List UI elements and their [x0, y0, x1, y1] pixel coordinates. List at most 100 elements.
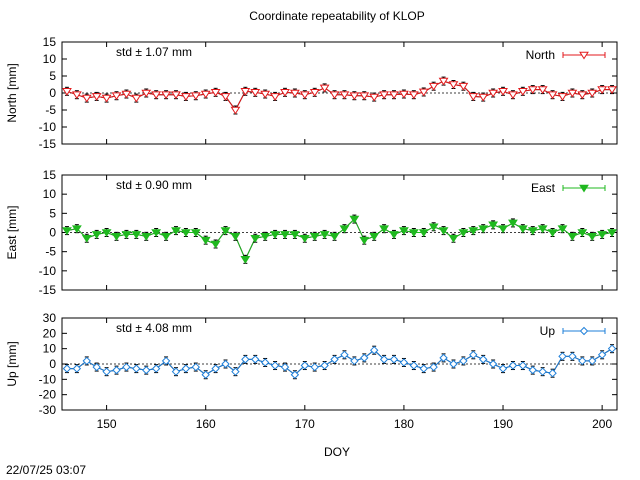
- data-point: [190, 92, 201, 101]
- y-axis-label: Up [mm]: [5, 341, 19, 386]
- data-point: [300, 361, 310, 370]
- data-point: [360, 353, 369, 363]
- data-point: [181, 364, 191, 373]
- y-tick-label: -15: [39, 283, 57, 297]
- data-point: [349, 215, 360, 224]
- data-point: [508, 91, 518, 100]
- data-point: [210, 240, 221, 249]
- data-point: [111, 233, 122, 241]
- data-point: [597, 231, 608, 239]
- legend: East: [531, 181, 606, 195]
- data-point: [230, 233, 241, 241]
- data-point: [567, 233, 578, 241]
- data-point: [319, 231, 330, 239]
- data-point: [121, 231, 132, 239]
- data-point: [359, 236, 370, 245]
- data-point: [478, 225, 489, 234]
- data-point: [577, 229, 588, 238]
- data-point: [458, 82, 469, 91]
- data-point: [221, 359, 230, 369]
- data-point: [350, 356, 359, 366]
- y-tick-label: -15: [39, 137, 57, 151]
- data-point: [379, 91, 390, 100]
- data-point: [171, 227, 181, 236]
- x-tick-label: 180: [394, 417, 414, 431]
- y-tick-label: 15: [43, 35, 57, 49]
- data-point: [419, 364, 428, 373]
- data-point: [82, 356, 91, 366]
- data-point: [538, 367, 547, 376]
- data-point: [339, 225, 350, 234]
- data-point: [369, 345, 379, 355]
- data-point: [428, 82, 439, 91]
- data-point: [241, 355, 250, 364]
- legend: North: [526, 48, 606, 62]
- std-label: std ± 1.07 mm: [116, 45, 192, 59]
- data-point: [587, 233, 598, 241]
- legend-label: East: [531, 181, 556, 195]
- y-tick-label: -5: [45, 245, 56, 259]
- data-point: [91, 93, 102, 101]
- data-point: [428, 223, 439, 232]
- legend-marker: [579, 184, 589, 193]
- data-point: [251, 355, 260, 364]
- data-point: [547, 91, 558, 100]
- data-point: [340, 350, 349, 360]
- data-point: [289, 231, 300, 239]
- data-point: [568, 352, 577, 361]
- y-tick-label: -5: [45, 103, 56, 117]
- data-point: [280, 362, 290, 372]
- series-line-raw: [66, 80, 613, 111]
- data-point: [161, 233, 171, 241]
- y-axis-label: East [mm]: [5, 205, 19, 259]
- data-point: [180, 229, 191, 238]
- data-point: [577, 91, 588, 100]
- data-point: [142, 365, 151, 375]
- data-point: [459, 356, 468, 366]
- data-point: [62, 227, 72, 236]
- data-point: [359, 92, 370, 101]
- legend: Up: [540, 324, 606, 338]
- data-point: [121, 90, 132, 99]
- data-point: [597, 86, 608, 95]
- data-point: [289, 89, 300, 98]
- data-point: [438, 227, 449, 236]
- data-point: [299, 91, 310, 100]
- x-tick-label: 160: [196, 417, 216, 431]
- data-point: [547, 229, 558, 238]
- data-point: [71, 225, 82, 234]
- data-point: [62, 88, 72, 96]
- data-point: [329, 233, 340, 241]
- data-point: [438, 77, 449, 86]
- data-point: [290, 370, 300, 379]
- data-point: [588, 356, 597, 366]
- data-point: [528, 365, 537, 375]
- data-point: [71, 91, 82, 100]
- data-point: [488, 359, 498, 369]
- data-point: [329, 91, 340, 100]
- data-point: [469, 350, 478, 360]
- series-line-raw: [66, 218, 613, 261]
- x-tick-label: 170: [295, 417, 315, 431]
- data-point: [240, 256, 251, 264]
- data-point: [309, 89, 320, 97]
- data-point: [200, 90, 211, 99]
- y-tick-label: 0: [49, 86, 56, 100]
- data-point: [190, 229, 201, 238]
- data-point: [161, 91, 171, 100]
- panel-north: 15 10 5 0 -5 -10 -15 North [mm] std ± 1.07 mm Nor…: [5, 35, 618, 151]
- data-point: [151, 364, 161, 373]
- data-point: [408, 229, 419, 238]
- data-point: [439, 353, 448, 363]
- data-point: [299, 234, 310, 243]
- y-tick-label: -10: [39, 120, 57, 134]
- data-point: [548, 368, 557, 378]
- data-point: [260, 233, 271, 241]
- y-tick-label: 0: [49, 357, 56, 371]
- y-tick-label: 10: [43, 187, 57, 201]
- data-point: [537, 86, 548, 95]
- data-point: [508, 361, 518, 370]
- data-point: [458, 229, 469, 238]
- x-tick-label: 150: [97, 417, 117, 431]
